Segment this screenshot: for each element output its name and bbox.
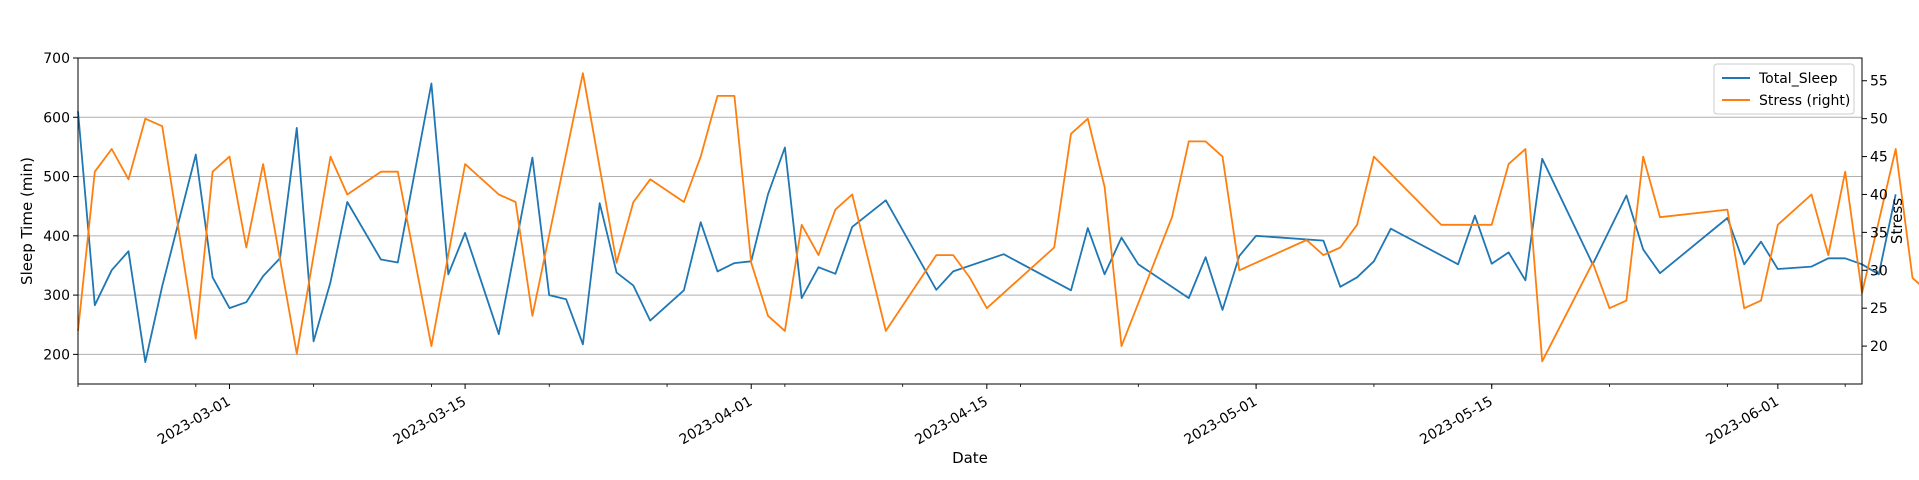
y-tick-label-left-500: 500: [43, 170, 70, 186]
legend-box: [1713, 63, 1855, 115]
y-tick-label-left-700: 700: [43, 51, 70, 67]
y-tick-label-right-20: 20: [1870, 339, 1888, 355]
y-axis-label-left: Sleep Time (min): [18, 157, 36, 285]
y-tick-label-right-25: 25: [1870, 301, 1888, 317]
y-tick-label-left-400: 400: [43, 229, 70, 245]
y-tick-label-right-45: 45: [1870, 150, 1888, 166]
series-lines: [77, 72, 1919, 364]
y-tick-label-left-200: 200: [43, 347, 70, 363]
series-line-1: [77, 72, 1919, 363]
x-axis-label: Date: [952, 449, 988, 467]
plot-area-frame: [77, 57, 1863, 385]
y-tick-label-right-30: 30: [1870, 263, 1888, 279]
y-tick-label-right-40: 40: [1870, 187, 1888, 203]
series-line-0: [77, 82, 1897, 364]
y-tick-label-right-55: 55: [1870, 74, 1888, 90]
legend-label-0: Total_Sleep: [1758, 71, 1838, 87]
legend-label-1: Stress (right): [1759, 93, 1850, 109]
legend: Total_Sleep Stress (right): [1713, 63, 1855, 115]
y-tick-label-right-35: 35: [1870, 225, 1888, 241]
y-tick-label-left-600: 600: [43, 110, 70, 126]
y-tick-label-right-50: 50: [1870, 112, 1888, 128]
y-tick-label-left-300: 300: [43, 288, 70, 304]
y-axis-label-right: Stress: [1888, 198, 1906, 244]
